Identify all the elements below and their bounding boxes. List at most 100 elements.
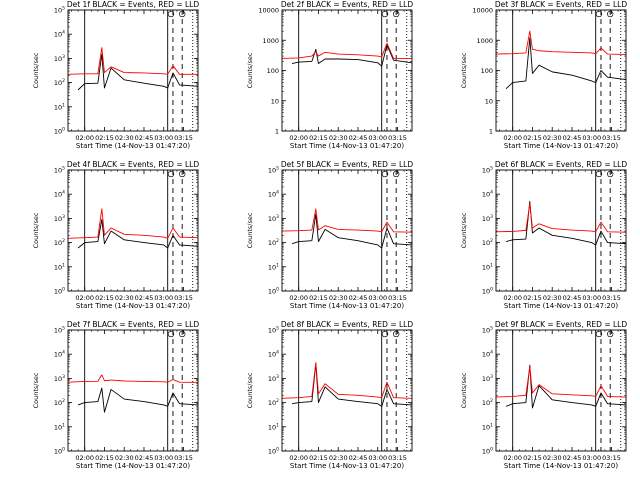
x-axis-label: Start Time (14-Nov-13 01:47:20)	[290, 462, 404, 470]
panel-title: Det 6f BLACK = Events, RED = LLD	[495, 160, 628, 169]
x-axis-label: Start Time (14-Nov-13 01:47:20)	[504, 302, 618, 310]
plot-frame	[495, 169, 627, 292]
series-line-events	[505, 37, 627, 90]
y-tick-label: 102	[54, 238, 65, 247]
x-tick-label: 02:45	[135, 294, 154, 302]
detector-panel: Det 2f BLACK = Events, RED = LLD Counts/s…	[246, 0, 413, 150]
x-tick-label: 02:45	[349, 134, 368, 142]
x-tick-label: 02:00	[75, 294, 94, 302]
y-axis-label: Counts/sec	[246, 372, 254, 408]
top-marker-symbol	[381, 330, 389, 338]
top-marker-symbol	[595, 10, 603, 18]
y-tick-label: 1	[489, 128, 493, 136]
y-tick-label: 101	[268, 262, 279, 271]
y-axis-label: Counts/sec	[32, 372, 40, 408]
y-tick-label: 103	[482, 374, 493, 383]
x-tick-label: 03:00	[368, 294, 387, 302]
y-tick-label: 102	[268, 398, 279, 407]
detector-panel: Det 3f BLACK = Events, RED = LLD Counts/s…	[460, 0, 627, 150]
plot-frame	[67, 9, 199, 132]
series-line-lld	[495, 366, 627, 398]
series-line-lld	[281, 208, 413, 233]
x-tick-label: 02:15	[309, 454, 328, 462]
plot-frame	[281, 329, 413, 452]
y-tick-label: 1000	[476, 37, 493, 45]
y-tick-label: 104	[268, 190, 279, 199]
x-axis-label: Start Time (14-Nov-13 01:47:20)	[76, 302, 190, 310]
top-marker-symbol	[393, 330, 400, 338]
y-tick-label: 1000	[262, 37, 279, 45]
detector-panel: Det 8f BLACK = Events, RED = LLD Counts/s…	[246, 320, 413, 470]
x-axis-label: Start Time (14-Nov-13 01:47:20)	[290, 142, 404, 150]
x-tick-label: 02:15	[95, 134, 114, 142]
y-tick-label: 104	[54, 350, 65, 359]
x-tick-label: 02:15	[523, 134, 542, 142]
y-tick-label: 100	[54, 447, 65, 456]
x-tick-label: 02:30	[115, 294, 134, 302]
series-line-lld	[495, 30, 627, 55]
x-tick-label: 03:15	[388, 294, 407, 302]
x-tick-label: 03:15	[388, 454, 407, 462]
x-tick-label: 02:15	[95, 294, 114, 302]
top-marker-symbol	[167, 330, 175, 338]
y-tick-label: 104	[482, 350, 493, 359]
panel-title: Det 4f BLACK = Events, RED = LLD	[67, 160, 200, 169]
y-tick-label: 100	[481, 67, 493, 75]
y-tick-label: 101	[54, 102, 65, 111]
plot-frame	[495, 9, 627, 132]
series-line-events	[505, 364, 627, 409]
x-tick-label: 02:45	[349, 294, 368, 302]
y-tick-label: 104	[54, 190, 65, 199]
series-line-lld	[67, 374, 199, 383]
x-tick-label: 03:00	[154, 454, 173, 462]
x-tick-label: 03:15	[174, 454, 193, 462]
top-marker-symbol	[607, 10, 614, 18]
top-marker-symbol	[595, 170, 603, 178]
x-tick-label: 02:30	[115, 454, 134, 462]
y-tick-label: 105	[482, 166, 493, 175]
x-tick-label: 02:15	[95, 454, 114, 462]
x-tick-label: 03:15	[174, 134, 193, 142]
top-marker-symbol	[167, 10, 175, 18]
series-line-lld	[281, 362, 413, 399]
y-tick-label: 101	[54, 262, 65, 271]
y-tick-label: 101	[54, 422, 65, 431]
x-axis-label: Start Time (14-Nov-13 01:47:20)	[76, 142, 190, 150]
x-tick-label: 03:15	[174, 294, 193, 302]
y-tick-label: 105	[54, 326, 65, 335]
plot-frame	[67, 169, 199, 292]
panel-title: Det 9f BLACK = Events, RED = LLD	[495, 320, 628, 329]
detector-panel: Det 1f BLACK = Events, RED = LLD Counts/s…	[32, 0, 199, 150]
x-tick-label: 02:30	[543, 294, 562, 302]
y-tick-label: 103	[268, 374, 279, 383]
detector-panel: Det 4f BLACK = Events, RED = LLD Counts/s…	[32, 160, 199, 310]
y-tick-label: 102	[54, 78, 65, 87]
panel-title: Det 3f BLACK = Events, RED = LLD	[495, 0, 628, 9]
y-tick-label: 104	[268, 350, 279, 359]
x-tick-label: 02:30	[329, 454, 348, 462]
x-tick-label: 02:45	[135, 134, 154, 142]
top-marker-symbol	[595, 330, 603, 338]
panel-title: Det 5f BLACK = Events, RED = LLD	[281, 160, 414, 169]
x-tick-label: 03:15	[602, 454, 621, 462]
panel-title: Det 1f BLACK = Events, RED = LLD	[67, 0, 200, 9]
y-tick-label: 10000	[258, 7, 279, 15]
panel-title: Det 7f BLACK = Events, RED = LLD	[67, 320, 200, 329]
x-tick-label: 02:15	[523, 294, 542, 302]
top-marker-symbol	[381, 10, 389, 18]
y-axis-label: Counts/sec	[460, 52, 468, 88]
top-marker-symbol	[179, 10, 186, 18]
y-tick-label: 103	[482, 214, 493, 223]
y-tick-label: 1	[275, 128, 279, 136]
x-tick-label: 02:45	[563, 454, 582, 462]
x-axis-label: Start Time (14-Nov-13 01:47:20)	[76, 462, 190, 470]
x-tick-label: 02:00	[75, 454, 94, 462]
y-tick-label: 101	[268, 422, 279, 431]
y-tick-label: 105	[54, 6, 65, 15]
y-tick-label: 100	[54, 287, 65, 296]
panel-title: Det 8f BLACK = Events, RED = LLD	[281, 320, 414, 329]
panel-title: Det 2f BLACK = Events, RED = LLD	[281, 0, 414, 9]
x-tick-label: 02:15	[523, 454, 542, 462]
x-tick-label: 03:00	[154, 134, 173, 142]
